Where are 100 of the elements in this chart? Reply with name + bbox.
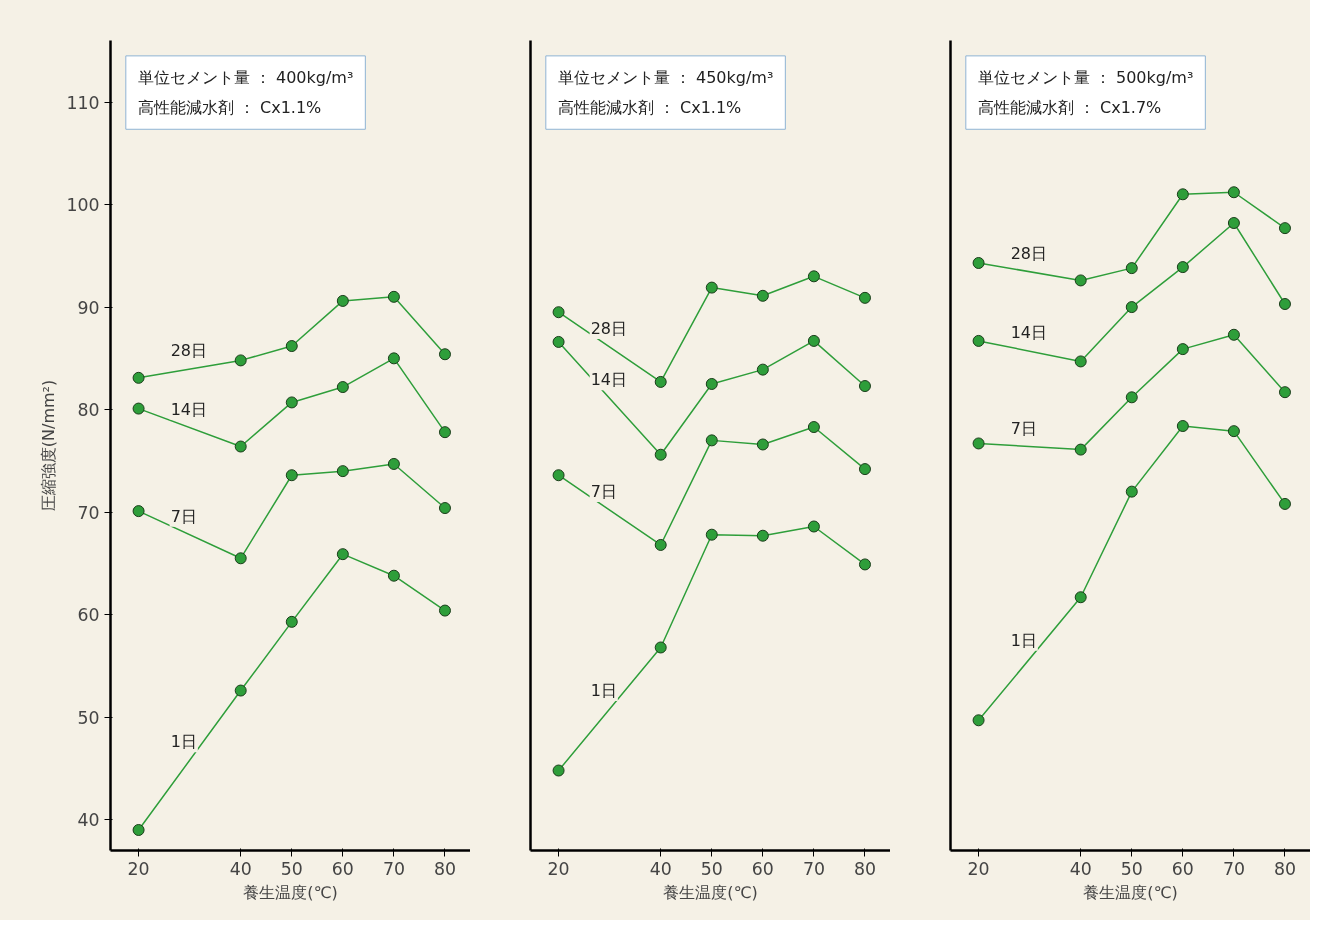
y-tick-label: 70: [77, 502, 100, 523]
y-tick-label: 80: [77, 400, 100, 421]
x-tick-label: 50: [700, 858, 723, 879]
series-label: 28日: [590, 319, 628, 339]
series-label: 28日: [1010, 243, 1048, 263]
series-label: 1日: [1010, 630, 1037, 650]
point: [1125, 301, 1138, 314]
point: [705, 377, 718, 390]
x-axis-title: 養生温度(℃): [663, 882, 758, 902]
point: [234, 440, 247, 453]
annotation: 単位セメント量 ： 450kg/m³: [557, 67, 774, 87]
x-axis-title: 養生温度(℃): [1083, 882, 1178, 902]
point: [336, 294, 349, 307]
point: [1227, 425, 1240, 438]
point: [858, 558, 871, 571]
point: [387, 352, 400, 365]
series-label: 7日: [170, 506, 197, 526]
point: [858, 291, 871, 304]
series-label: 1日: [590, 681, 617, 701]
annotation: 高性能減水剤 ： Cx1.7%: [977, 98, 1162, 118]
point: [234, 684, 247, 697]
point: [807, 270, 820, 283]
point: [336, 548, 349, 561]
x-tick-label: 70: [1222, 858, 1245, 879]
point: [438, 604, 451, 617]
x-tick-label: 50: [1120, 858, 1143, 879]
series-label: 14日: [590, 370, 628, 390]
point: [1176, 261, 1189, 274]
y-tick-label: 90: [77, 297, 100, 318]
x-tick-label: 60: [1171, 858, 1194, 879]
point: [654, 538, 667, 551]
point: [552, 764, 565, 777]
point: [552, 335, 565, 348]
point: [387, 290, 400, 303]
x-tick-label: 70: [802, 858, 825, 879]
point: [132, 824, 145, 836]
x-tick-label: 60: [331, 858, 354, 879]
point: [972, 257, 985, 269]
point: [756, 289, 769, 302]
x-tick-label: 80: [433, 858, 457, 879]
point: [1278, 222, 1291, 235]
point: [387, 569, 400, 582]
point: [1227, 186, 1240, 199]
series-label: 28日: [170, 341, 208, 361]
point: [705, 281, 718, 294]
point: [756, 529, 769, 542]
x-tick-label: 80: [1273, 858, 1297, 879]
point: [807, 520, 820, 533]
point: [654, 375, 667, 388]
point: [336, 381, 349, 394]
point: [552, 306, 565, 319]
point: [972, 714, 985, 727]
point: [234, 552, 247, 565]
x-tick-label: 80: [853, 858, 877, 879]
point: [807, 421, 820, 434]
point: [132, 402, 145, 415]
point: [1278, 497, 1291, 510]
point: [285, 469, 298, 482]
point: [654, 448, 667, 461]
annotation: 単位セメント量 ： 400kg/m³: [137, 67, 354, 87]
x-tick-label: 40: [229, 858, 252, 879]
series-label: 7日: [590, 482, 617, 502]
point: [756, 438, 769, 451]
point: [1227, 328, 1240, 341]
point: [972, 437, 985, 450]
x-tick-label: 20: [127, 858, 150, 879]
point: [1176, 420, 1189, 433]
point: [1176, 188, 1189, 201]
x-tick-label: 70: [382, 858, 405, 879]
point: [1125, 485, 1138, 498]
point: [132, 505, 145, 518]
point: [285, 340, 298, 353]
point: [132, 371, 145, 384]
point: [438, 348, 451, 361]
point: [1074, 591, 1087, 604]
series-label: 14日: [1010, 323, 1048, 343]
point: [705, 434, 718, 447]
series-label: 14日: [170, 399, 208, 419]
point: [1074, 274, 1087, 287]
x-tick-label: 50: [280, 858, 303, 879]
y-tick-label: 60: [77, 605, 100, 626]
point: [807, 334, 820, 347]
x-tick-label: 40: [649, 858, 672, 879]
point: [858, 380, 871, 393]
x-tick-label: 60: [751, 858, 774, 879]
point: [756, 363, 769, 376]
point: [1176, 343, 1189, 356]
point: [858, 463, 871, 476]
x-tick-label: 40: [1069, 858, 1092, 879]
annotation: 高性能減水剤 ： Cx1.1%: [137, 98, 322, 118]
annotation: 単位セメント量 ： 500kg/m³: [977, 67, 1194, 87]
y-axis-title: 圧縮強度(N/mm²): [39, 379, 59, 512]
point: [1227, 217, 1240, 229]
point: [1125, 262, 1138, 275]
series-label: 7日: [1010, 418, 1037, 438]
annotation: 高性能減水剤 ： Cx1.1%: [557, 98, 742, 118]
point: [336, 465, 349, 478]
point: [438, 426, 451, 439]
point: [285, 396, 298, 409]
point: [1125, 391, 1138, 404]
